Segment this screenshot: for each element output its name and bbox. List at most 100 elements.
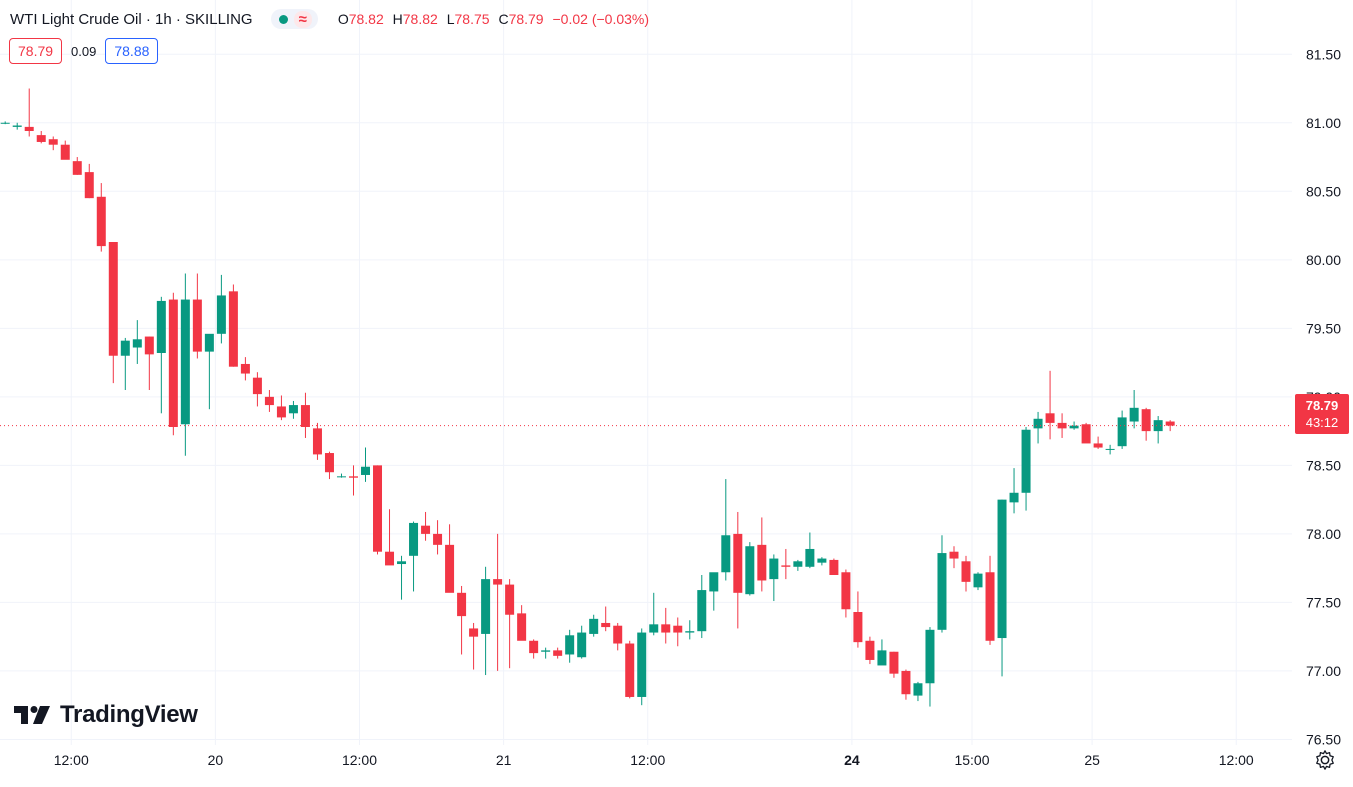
candle (853, 591, 863, 648)
low-value: 78.75 (454, 11, 490, 27)
x-tick-label: 20 (208, 752, 224, 768)
candle (961, 555, 971, 592)
last-price-label: 78.79 43:12 (1295, 394, 1349, 434)
buy-button[interactable]: 78.88 (105, 38, 159, 64)
candle-body (505, 584, 515, 615)
candle-body (793, 561, 803, 567)
candle-body (541, 650, 551, 652)
candle (757, 517, 767, 592)
candle-body (156, 300, 166, 353)
candle-body (0, 122, 10, 124)
candle (24, 88, 34, 137)
candle-body (324, 453, 334, 473)
spread-value: 0.09 (71, 43, 97, 59)
x-tick-label: 12:00 (630, 752, 665, 768)
candle (1021, 427, 1031, 511)
candle-body (757, 544, 767, 581)
candle-body (1069, 425, 1079, 429)
last-price-value: 78.79 (1305, 398, 1339, 413)
candle-body (853, 612, 863, 643)
candle (709, 572, 719, 611)
candle-body (913, 683, 923, 696)
candle (397, 555, 407, 600)
candle (469, 622, 479, 670)
candle (829, 558, 839, 575)
candle-body (312, 428, 322, 455)
y-tick-label: 81.50 (1306, 46, 1341, 62)
candle-body (1021, 429, 1031, 493)
candle (949, 546, 959, 569)
candle (697, 575, 707, 639)
candle-body (1093, 443, 1103, 448)
candle-body (457, 592, 467, 617)
time-axis[interactable]: 12:00 20 12:00 21 12:00 24 15:00 25 12:00 (54, 752, 1254, 768)
x-tick-label: 15:00 (954, 752, 989, 768)
candle (1093, 436, 1103, 449)
candle (733, 511, 743, 629)
candle (228, 284, 238, 367)
ohlc-values: O78.82 H78.82 L78.75 C78.79 −0.02 (−0.03… (337, 11, 650, 27)
candle-body (493, 579, 503, 585)
candle (649, 592, 659, 636)
candle (216, 274, 226, 344)
market-status[interactable]: ≈ (270, 9, 318, 29)
candle-body (36, 135, 46, 142)
candle-body (361, 466, 370, 475)
candle-body (1165, 421, 1175, 426)
candle-body (348, 476, 358, 478)
candle (913, 681, 923, 702)
candle (877, 639, 887, 666)
candle (144, 336, 154, 390)
candle-body (132, 339, 142, 348)
candle-body (397, 561, 407, 565)
candle-body (973, 573, 983, 588)
settings-gear-icon[interactable] (1314, 749, 1336, 771)
candle-body (216, 295, 226, 334)
candle (781, 548, 791, 580)
y-tick-label: 77.50 (1306, 594, 1341, 610)
candle-body (336, 476, 346, 478)
candle-body (565, 635, 575, 655)
candle-body (264, 396, 274, 406)
candle-body (637, 632, 647, 697)
candle (841, 569, 851, 618)
tradingview-logo-icon (14, 706, 50, 724)
candle-body (228, 291, 238, 367)
candle-body (613, 625, 623, 644)
sell-button[interactable]: 78.79 (9, 38, 63, 64)
candle (661, 607, 671, 644)
candle-body (673, 625, 683, 633)
candle-body (168, 299, 178, 427)
candle (745, 542, 755, 596)
candle (204, 333, 214, 410)
candle (433, 520, 443, 555)
candle (409, 521, 419, 592)
candle (1033, 411, 1043, 444)
candle-body (481, 579, 491, 634)
candle (324, 451, 334, 480)
candle-body (817, 558, 827, 563)
tradingview-logo[interactable]: TradingView (14, 701, 198, 729)
candle-body (1045, 413, 1055, 423)
trade-buttons: 78.79 0.09 78.88 (9, 38, 159, 64)
candle (889, 651, 899, 678)
candle (817, 557, 827, 566)
candle (937, 535, 947, 633)
market-open-dot-icon (278, 14, 288, 24)
candle (156, 296, 166, 414)
candle-body (385, 551, 395, 566)
candle (445, 524, 455, 593)
price-axis[interactable]: 76.5077.0077.5078.0078.5079.0079.5080.00… (1306, 46, 1341, 747)
tradingview-logo-text: TradingView (60, 701, 198, 728)
symbol-title[interactable]: WTI Light Crude Oil · 1h · SKILLING (10, 10, 253, 28)
y-tick-label: 77.00 (1306, 663, 1341, 679)
candle-body (829, 559, 839, 575)
candle-body (553, 650, 563, 656)
candle (120, 337, 130, 390)
y-tick-label: 78.00 (1306, 526, 1341, 542)
candle (565, 629, 575, 663)
candle (12, 122, 22, 130)
candle (288, 400, 298, 419)
close-value: 78.79 (508, 11, 544, 27)
